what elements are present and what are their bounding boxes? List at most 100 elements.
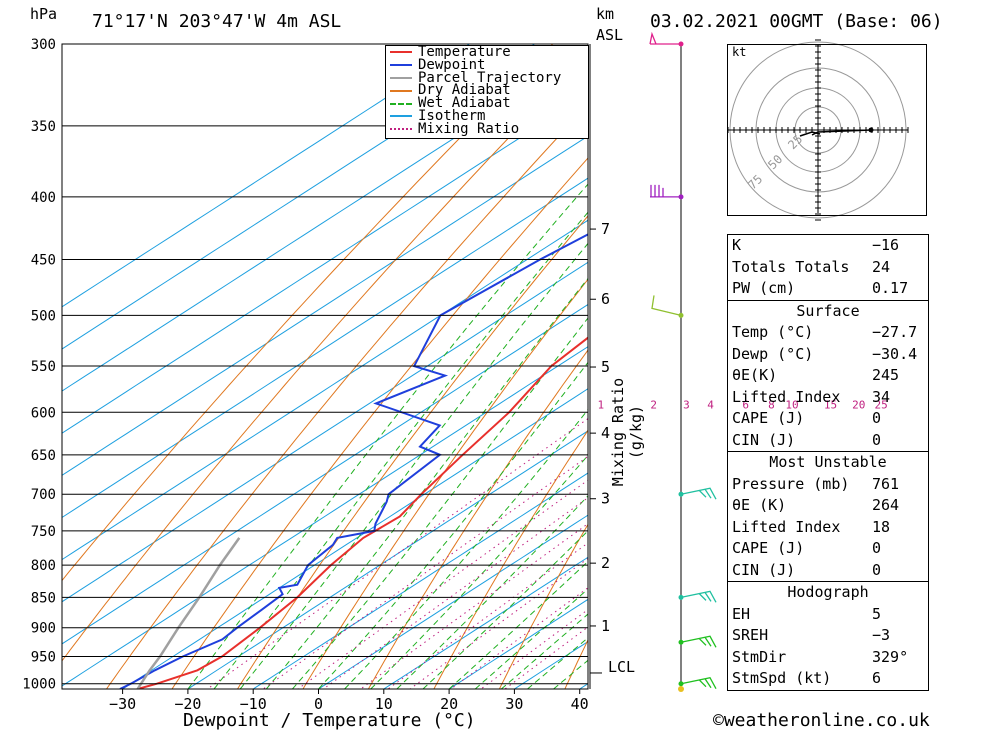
- legend-label: Mixing Ratio: [418, 123, 519, 136]
- km-tick-label: 2: [601, 554, 610, 572]
- km-tick-label: 7: [601, 220, 610, 238]
- index-row: Pressure (mb) 761: [728, 474, 928, 496]
- index-label: EH: [732, 604, 750, 626]
- index-row: CAPE (J) 0: [728, 408, 928, 430]
- wind-barb: [650, 34, 681, 44]
- legend-item: Mixing Ratio: [386, 123, 588, 136]
- pressure-tick-label: 300: [31, 37, 56, 53]
- index-label: CIN (J): [732, 430, 795, 452]
- x-tick-label: 40: [571, 695, 589, 713]
- mixing-ratio-line: [388, 412, 767, 689]
- index-label: θE(K): [732, 365, 777, 387]
- pressure-tick-label: 1000: [22, 677, 56, 693]
- pressure-tick-label: 900: [31, 621, 56, 637]
- wind-barb: [681, 678, 716, 689]
- legend-item: Wet Adiabat: [386, 97, 588, 110]
- legend-item: Temperature: [386, 46, 588, 59]
- index-row: CAPE (J) 0: [728, 538, 928, 560]
- index-row: PW (cm)0.17: [728, 278, 928, 300]
- index-value: −27.7: [872, 322, 924, 344]
- wind-barb: [652, 295, 681, 315]
- index-value: −16: [872, 235, 924, 257]
- index-row: Dewp (°C) −30.4: [728, 344, 928, 366]
- index-label: Pressure (mb): [732, 474, 849, 496]
- index-value: 264: [872, 495, 924, 517]
- most-unstable-title: Most Unstable: [728, 452, 928, 474]
- height-unit-label-asl: ASL: [596, 26, 623, 44]
- index-row: Lifted Index 18: [728, 517, 928, 539]
- index-value: 0: [872, 430, 924, 452]
- index-label: Totals Totals: [732, 257, 849, 279]
- pressure-tick-label: 450: [31, 252, 56, 268]
- index-label: CIN (J): [732, 560, 795, 582]
- index-value: 0.17: [872, 278, 924, 300]
- copyright[interactable]: ©weatheronline.co.uk: [713, 710, 930, 731]
- x-tick-label: 30: [505, 695, 523, 713]
- index-label: Lifted Index: [732, 517, 840, 539]
- location-title: 71°17'N 203°47'W 4m ASL: [92, 11, 341, 32]
- legend-swatch: [390, 90, 412, 92]
- run-title: 03.02.2021 00GMT (Base: 06): [650, 11, 943, 32]
- surface-title: Surface: [728, 301, 928, 323]
- pressure-tick-label: 700: [31, 487, 56, 503]
- index-value: 0: [872, 560, 924, 582]
- index-label: CAPE (J): [732, 408, 804, 430]
- index-value: −3: [872, 625, 924, 647]
- hodograph-panel: kt: [727, 44, 927, 216]
- mixing-ratio-label: 4: [707, 398, 714, 411]
- legend-swatch: [390, 51, 412, 53]
- index-label: CAPE (J): [732, 538, 804, 560]
- pressure-tick-label: 600: [31, 405, 56, 421]
- pressure-tick-label: 850: [31, 590, 56, 606]
- index-row: θE(K)245: [728, 365, 928, 387]
- index-label: StmSpd (kt): [732, 668, 831, 690]
- dry-adiabat-line: [958, 44, 1000, 689]
- pressure-tick-label: 950: [31, 649, 56, 665]
- index-label: K: [732, 235, 741, 257]
- index-row: StmSpd (kt) 6: [728, 668, 928, 690]
- legend-swatch: [390, 77, 412, 79]
- wind-barb: [681, 591, 716, 602]
- index-value: 761: [872, 474, 924, 496]
- height-unit-label: km: [596, 5, 614, 23]
- wind-barb: [681, 636, 716, 647]
- legend-swatch: [390, 103, 412, 105]
- legend-swatch: [390, 128, 412, 130]
- index-label: StmDir: [732, 647, 786, 669]
- index-value: 329°: [872, 647, 924, 669]
- index-row: Lifted Index 34: [728, 387, 928, 409]
- pressure-tick-label: 500: [31, 308, 56, 324]
- pressure-tick-label: 800: [31, 558, 56, 574]
- index-label: SREH: [732, 625, 768, 647]
- index-value: 24: [872, 257, 924, 279]
- index-value: 0: [872, 408, 924, 430]
- index-row: CIN (J) 0: [728, 430, 928, 452]
- mixing-ratio-label: 2: [650, 398, 657, 411]
- index-label: Lifted Index: [732, 387, 840, 409]
- hodograph-unit: kt: [732, 45, 746, 59]
- index-row: Totals Totals 24: [728, 257, 928, 279]
- index-row: θE (K)264: [728, 495, 928, 517]
- pressure-tick-label: 750: [31, 524, 56, 540]
- pressure-tick-label: 650: [31, 448, 56, 464]
- index-value: 18: [872, 517, 924, 539]
- index-label: Temp (°C): [732, 322, 813, 344]
- index-value: −30.4: [872, 344, 924, 366]
- index-label: Dewp (°C): [732, 344, 813, 366]
- legend-swatch: [390, 115, 412, 117]
- mixing-ratio-line: [361, 412, 742, 689]
- hodograph-title: Hodograph: [728, 582, 928, 604]
- index-row: SREH −3: [728, 625, 928, 647]
- mixing-ratio-axis-label: Mixing Ratio (g/kg): [609, 357, 645, 507]
- index-value: 34: [872, 387, 924, 409]
- index-row: CIN (J) 0: [728, 560, 928, 582]
- wind-barb: [650, 185, 681, 197]
- km-tick-label: 6: [601, 290, 610, 308]
- wind-barb: [681, 488, 716, 499]
- lcl-label: LCL: [608, 658, 635, 676]
- index-row: Temp (°C) −27.7: [728, 322, 928, 344]
- index-value: 6: [872, 668, 924, 690]
- pressure-tick-label: 550: [31, 359, 56, 375]
- index-value: 0: [872, 538, 924, 560]
